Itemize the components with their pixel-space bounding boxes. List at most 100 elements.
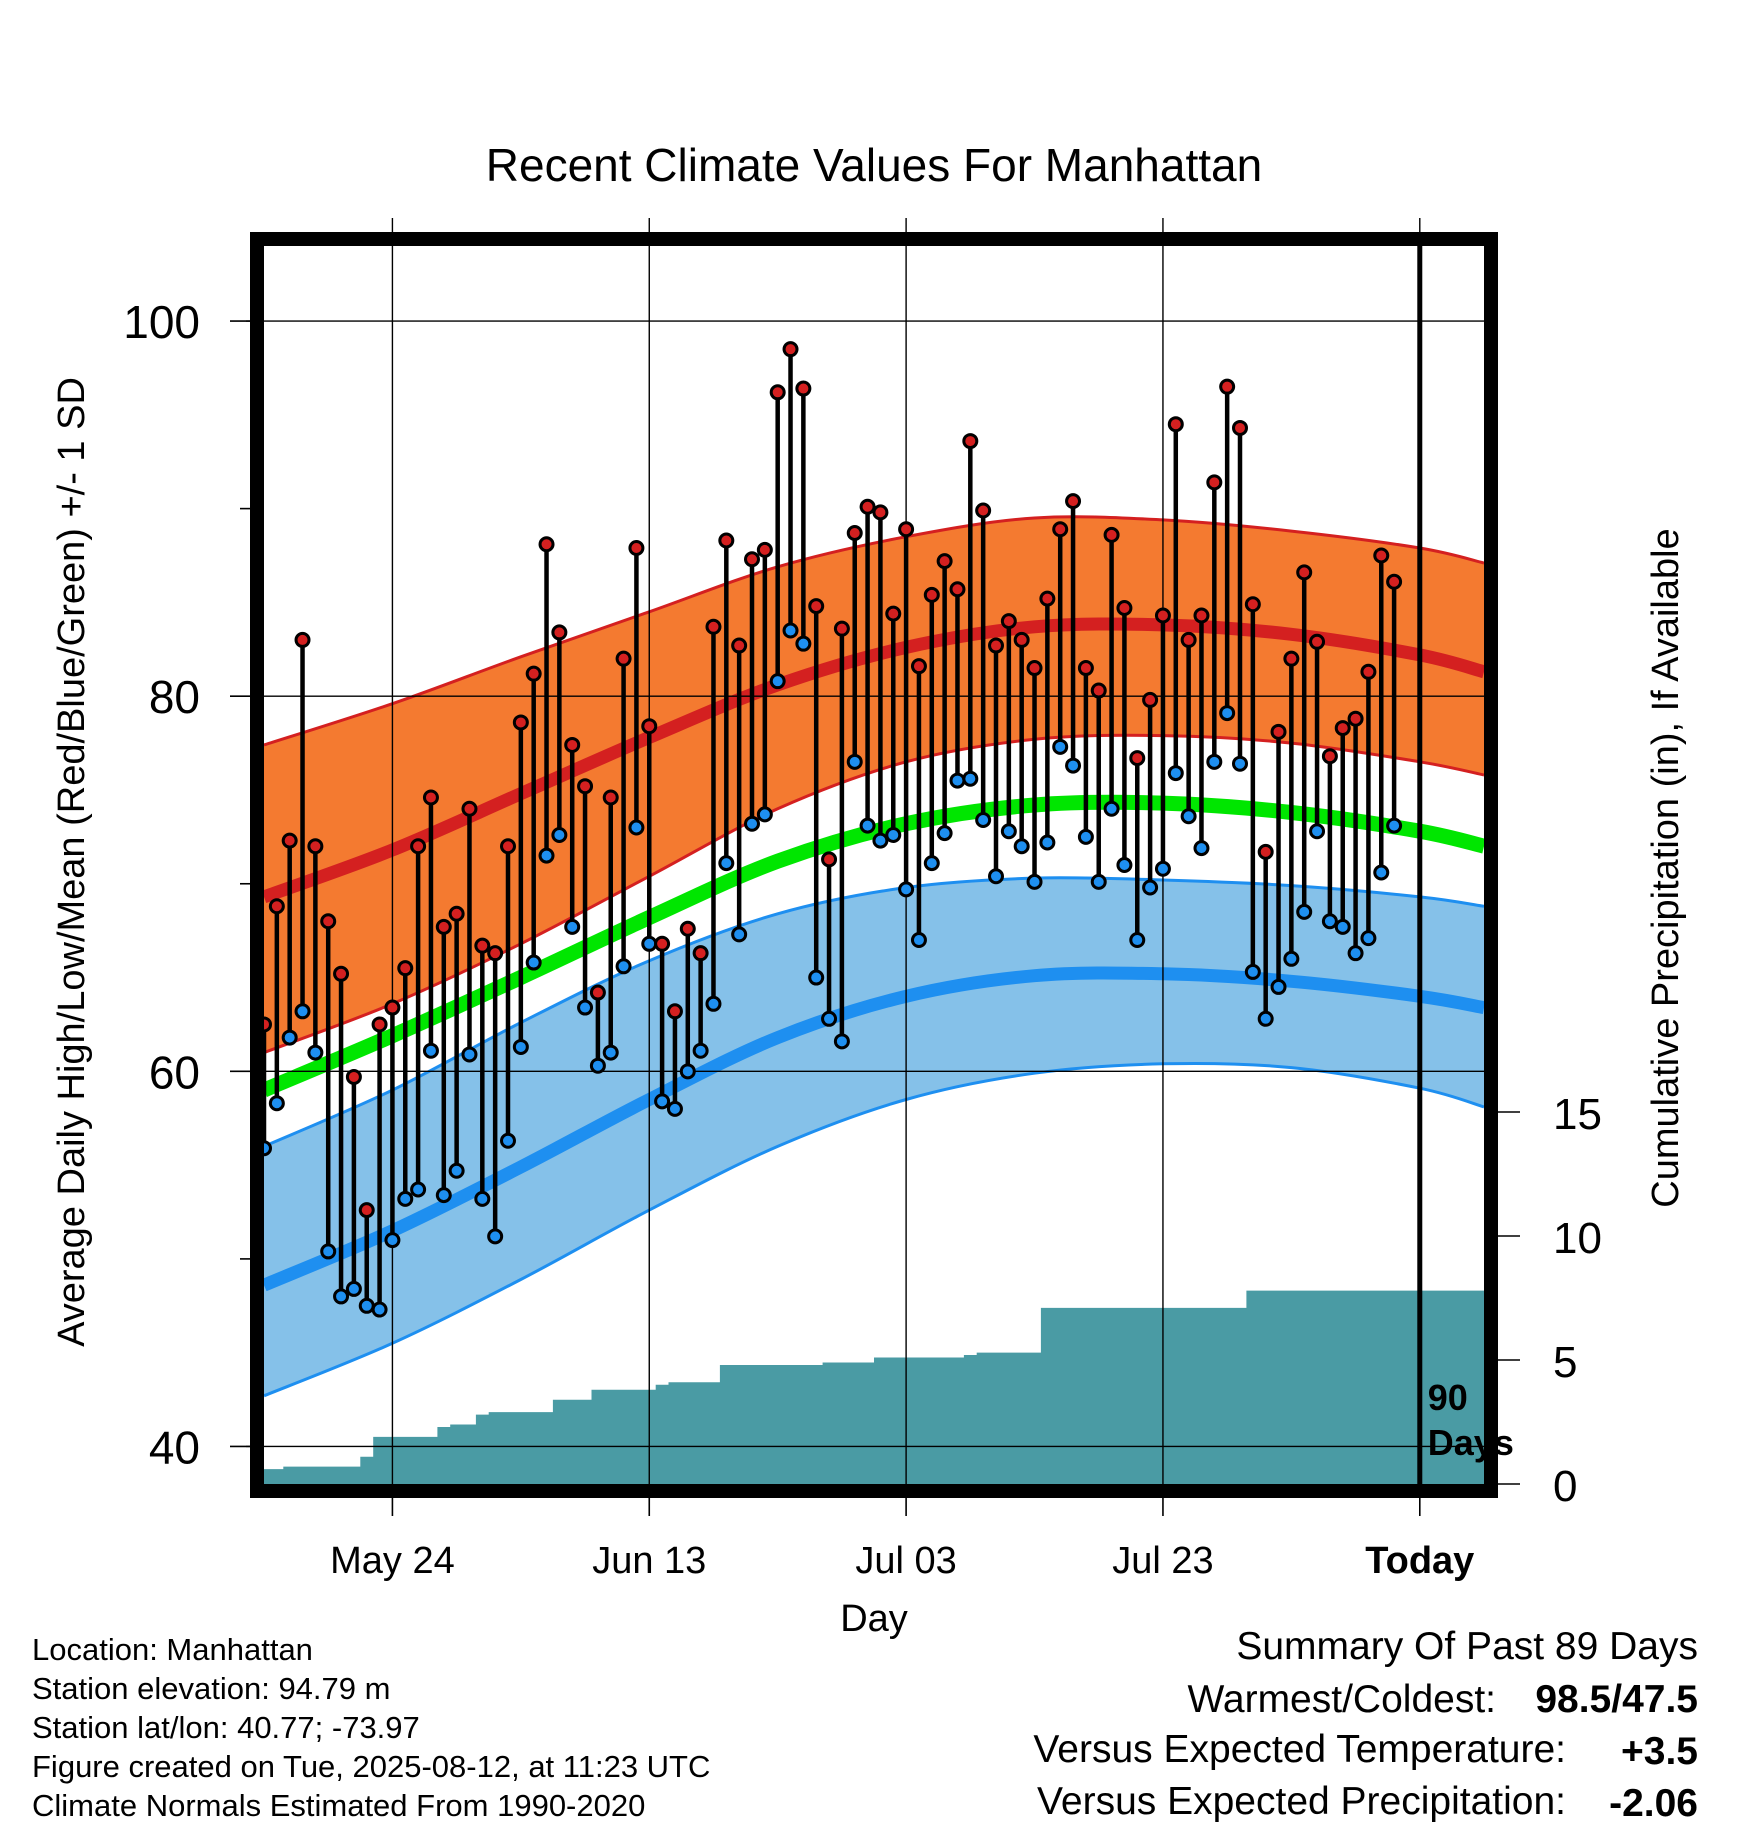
daily-pair: [731, 637, 748, 943]
daily-high-point: [589, 984, 606, 1001]
daily-low-point: [679, 1063, 696, 1080]
daily-pair: [769, 384, 786, 690]
daily-low-point: [936, 825, 953, 842]
daily-low-point: [602, 1044, 619, 1061]
daily-low-point: [320, 1243, 337, 1260]
daily-low-point: [1090, 873, 1107, 890]
daily-low-point: [422, 1042, 439, 1059]
daily-low-point: [1334, 918, 1351, 935]
daily-high-point: [1244, 596, 1261, 613]
daily-pair: [859, 498, 876, 834]
daily-high-point: [1386, 573, 1403, 590]
daily-high-point: [461, 800, 478, 817]
x-tick-label: Jul 03: [855, 1540, 956, 1582]
daily-high-point: [1039, 590, 1056, 607]
daily-pair: [962, 433, 979, 787]
daily-pair: [846, 524, 863, 770]
daily-low-point: [718, 855, 735, 872]
daily-high-point: [358, 1202, 375, 1219]
daily-pair: [1193, 607, 1210, 857]
daily-pair: [1373, 547, 1390, 881]
daily-pair: [358, 1202, 375, 1314]
daily-pair: [333, 965, 350, 1305]
daily-high-point: [1000, 613, 1017, 630]
daily-low-point: [1167, 765, 1184, 782]
daily-high-point: [525, 665, 542, 682]
daily-pair: [782, 341, 799, 639]
today-annotation-days-count: 90: [1428, 1377, 1468, 1418]
daily-pair: [1116, 600, 1133, 873]
normal-low-line: [264, 966, 1484, 1292]
daily-high-point: [1373, 547, 1390, 564]
daily-pair: [281, 832, 298, 1046]
daily-pair: [1077, 660, 1094, 845]
daily-high-point: [1193, 607, 1210, 624]
daily-pair: [397, 960, 414, 1207]
daily-high-point: [1090, 682, 1107, 699]
today-annotation-days-word: Days: [1428, 1422, 1514, 1463]
daily-low-point: [1142, 879, 1159, 896]
daily-pair: [821, 851, 838, 1027]
daily-pair: [551, 624, 568, 843]
daily-high-point: [384, 999, 401, 1016]
info-location: Location: Manhattan: [32, 1632, 313, 1667]
daily-high-point: [1103, 526, 1120, 543]
daily-low-point: [1013, 838, 1030, 855]
info-created: Figure created on Tue, 2025-08-12, at 11…: [32, 1749, 710, 1784]
daily-low-point: [500, 1132, 516, 1149]
daily-low-point: [1321, 913, 1338, 930]
daily-low-point: [808, 969, 825, 986]
precip-value: -2.06: [1609, 1782, 1698, 1825]
daily-low-point: [551, 826, 568, 843]
daily-high-point: [474, 937, 491, 954]
daily-low-point: [898, 881, 915, 898]
daily-pair: [1000, 613, 1017, 840]
daily-low-point: [589, 1057, 606, 1074]
daily-high-point: [718, 532, 735, 549]
daily-pair: [435, 918, 452, 1204]
daily-pair: [525, 665, 542, 971]
daily-low-point: [333, 1288, 350, 1305]
daily-low-point: [666, 1100, 683, 1117]
daily-low-point: [821, 1010, 838, 1027]
daily-pair: [602, 789, 619, 1061]
daily-high-point: [281, 832, 298, 849]
daily-pair: [923, 586, 940, 872]
daily-low-point: [1129, 932, 1146, 949]
daily-high-point: [1142, 691, 1159, 708]
daily-pair: [1090, 682, 1107, 890]
daily-pair: [538, 536, 555, 864]
daily-high-point: [795, 380, 812, 397]
daily-pair: [808, 598, 825, 986]
normal-bands: [264, 515, 1484, 1398]
info-latlon: Station lat/lon: 40.77; -73.97: [32, 1710, 420, 1745]
daily-pair: [666, 1003, 683, 1117]
daily-pair: [872, 504, 889, 849]
daily-pair: [628, 539, 645, 836]
daily-low-point: [487, 1228, 504, 1245]
daily-pair: [975, 502, 992, 828]
warm-cold-separator: /: [1611, 1678, 1622, 1721]
daily-low-point: [1360, 930, 1377, 947]
daily-high-point: [577, 778, 594, 795]
daily-low-point: [975, 811, 992, 828]
daily-low-point: [577, 999, 594, 1016]
daily-high-point: [333, 965, 350, 982]
daily-high-point: [821, 851, 838, 868]
daily-high-point: [1219, 378, 1236, 395]
daily-high-point: [705, 618, 722, 635]
daily-low-point: [628, 819, 645, 836]
daily-pair: [988, 637, 1004, 885]
daily-low-point: [731, 926, 748, 943]
daily-low-point: [1373, 864, 1390, 881]
daily-low-point: [782, 622, 799, 639]
daily-pair: [1360, 663, 1377, 947]
daily-low-point: [1039, 834, 1056, 851]
daily-low-point: [461, 1046, 478, 1063]
daily-high-point: [1360, 663, 1377, 680]
plot-frame: [250, 232, 1498, 1498]
daily-high-point: [435, 918, 452, 935]
daily-high-point: [1283, 650, 1300, 667]
daily-low-point: [384, 1232, 401, 1249]
